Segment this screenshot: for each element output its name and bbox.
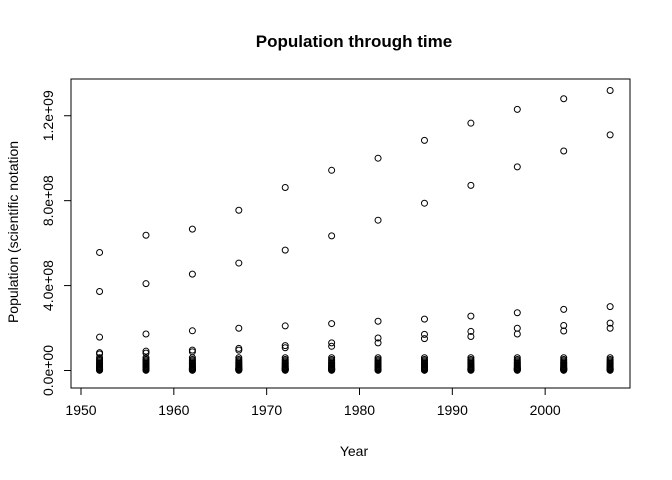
data-point: [513, 309, 521, 317]
data-point: [281, 246, 289, 254]
chart-title: Population through time: [256, 32, 452, 51]
data-point: [606, 86, 614, 94]
data-points: [96, 86, 614, 374]
data-point: [606, 303, 614, 311]
data-point: [513, 324, 521, 332]
data-point: [467, 119, 475, 127]
data-point: [560, 305, 568, 313]
plot-frame: [70, 78, 631, 389]
data-point: [467, 327, 475, 335]
data-point: [560, 95, 568, 103]
y-tick-label: 0.0e+00: [40, 345, 56, 396]
data-point: [142, 280, 150, 288]
data-point: [560, 327, 568, 335]
data-point: [188, 225, 196, 233]
data-point: [281, 344, 289, 352]
data-point: [374, 334, 382, 342]
data-point: [420, 335, 428, 343]
data-point: [281, 183, 289, 191]
data-point: [560, 147, 568, 155]
y-axis: 0.0e+00 4.0e+08 8.0e+08 1.2e+09: [40, 90, 72, 396]
data-point: [328, 232, 336, 240]
data-point: [420, 330, 428, 338]
data-point: [235, 206, 243, 214]
y-axis-label: Population (scientific notation: [5, 141, 21, 323]
y-tick-label: 4.0e+08: [40, 260, 56, 311]
data-point: [235, 324, 243, 332]
data-point: [513, 330, 521, 338]
data-point: [374, 317, 382, 325]
x-tick-label: 2000: [530, 402, 561, 418]
data-point: [606, 131, 614, 139]
x-tick-label: 1960: [158, 402, 189, 418]
data-point: [235, 366, 243, 374]
data-point: [420, 136, 428, 144]
data-point: [328, 320, 336, 328]
data-point: [420, 366, 428, 374]
x-tick-label: 1980: [344, 402, 375, 418]
data-point: [96, 333, 104, 341]
y-tick-label: 8.0e+08: [40, 175, 56, 226]
data-point: [188, 327, 196, 335]
data-point: [328, 339, 336, 347]
data-point: [606, 324, 614, 332]
data-point: [142, 347, 150, 355]
data-point: [420, 199, 428, 207]
data-point: [374, 339, 382, 347]
data-point: [374, 366, 382, 374]
data-point: [467, 181, 475, 189]
data-point: [281, 322, 289, 330]
data-point: [142, 330, 150, 338]
data-point: [142, 231, 150, 239]
data-point: [467, 366, 475, 374]
data-point: [281, 366, 289, 374]
data-point: [513, 366, 521, 374]
y-tick-label: 1.2e+09: [40, 90, 56, 141]
data-point: [513, 105, 521, 113]
data-point: [467, 333, 475, 341]
data-point: [420, 315, 428, 323]
data-point: [142, 366, 150, 374]
data-point: [560, 366, 568, 374]
x-tick-label: 1970: [251, 402, 282, 418]
data-point: [606, 319, 614, 327]
data-point: [281, 342, 289, 350]
x-tick-label: 1950: [65, 402, 96, 418]
data-point: [235, 259, 243, 267]
data-point: [96, 248, 104, 256]
data-point: [606, 366, 614, 374]
x-axis: 1950 1960 1970 1980 1990 2000: [65, 387, 561, 418]
data-point: [513, 163, 521, 171]
data-point: [188, 270, 196, 278]
x-tick-label: 1990: [437, 402, 468, 418]
data-point: [235, 346, 243, 354]
data-point: [328, 342, 336, 350]
data-point: [96, 366, 104, 374]
data-point: [374, 216, 382, 224]
data-point: [96, 288, 104, 296]
data-point: [467, 312, 475, 320]
data-point: [374, 154, 382, 162]
data-point: [328, 366, 336, 374]
data-point: [328, 166, 336, 174]
data-point: [188, 366, 196, 374]
x-axis-label: Year: [340, 443, 369, 459]
